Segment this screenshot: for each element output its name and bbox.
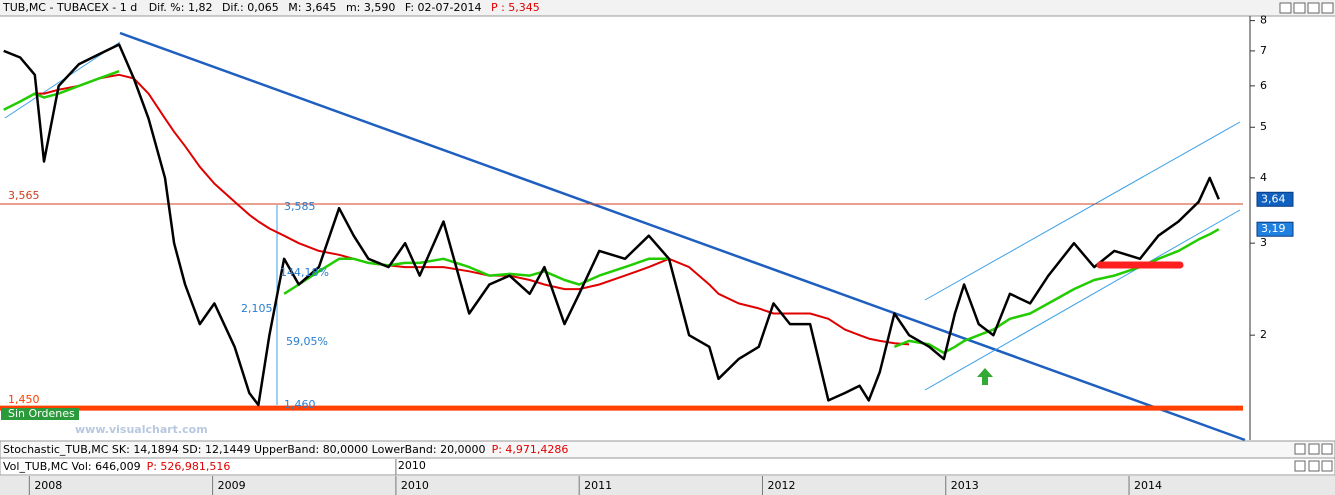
- level-label: 1,450: [8, 393, 40, 406]
- stochastic-p: P: 4,971,4286: [492, 443, 569, 456]
- stochastic-label: Stochastic_TUB,MC SK: 14,1894 SD: 12,144…: [3, 443, 486, 456]
- signal-arrow: [977, 368, 993, 385]
- x-tick-label: 2009: [218, 479, 246, 492]
- button[interactable]: [1294, 443, 1306, 455]
- y-tick-label: 5: [1260, 120, 1267, 133]
- status-box: [1, 408, 79, 420]
- price-badge: [1256, 191, 1294, 207]
- y-tick-label: 2: [1260, 328, 1267, 341]
- price-badge-label: 3,19: [1261, 222, 1286, 235]
- x-tick-label: 2010: [401, 479, 429, 492]
- button[interactable]: [1308, 460, 1320, 472]
- series-line: [3, 43, 1220, 407]
- y-tick-label: 4: [1260, 171, 1267, 184]
- stat: m: 3,590: [346, 1, 395, 14]
- series-line: [34, 73, 910, 346]
- level-label: 3,565: [8, 189, 40, 202]
- button[interactable]: [1321, 460, 1333, 472]
- price-badge-label: 3,64: [1261, 192, 1286, 205]
- x-axis-panel: [0, 476, 1335, 495]
- annotation: 3,585: [284, 200, 316, 213]
- button[interactable]: [1293, 2, 1306, 14]
- annotation: 144,18%: [280, 266, 329, 279]
- status-text: Sin Ordenes: [8, 407, 75, 420]
- stat: Dif.: 0,065: [222, 1, 279, 14]
- x-tick-label: 2010: [398, 459, 426, 472]
- channel-line: [924, 209, 1241, 391]
- button[interactable]: [1321, 443, 1333, 455]
- x-tick-label: 2013: [951, 479, 979, 492]
- stat: F: 02-07-2014: [405, 1, 482, 14]
- y-tick-label: 6: [1260, 79, 1267, 92]
- button[interactable]: [1321, 2, 1334, 14]
- button[interactable]: [1294, 460, 1306, 472]
- y-tick-label: 3: [1260, 236, 1267, 249]
- price-badge: [1256, 221, 1294, 237]
- header-bar: [0, 0, 1335, 16]
- button[interactable]: [1307, 2, 1320, 14]
- watermark: www.visualchart.com: [75, 423, 208, 436]
- stat: Dif. %: 1,82: [149, 1, 213, 14]
- volume-label: Vol_TUB,MC Vol: 646,009: [3, 460, 141, 473]
- title: TUB,MC - TUBACEX - 1 d: [2, 1, 137, 14]
- button[interactable]: [1308, 443, 1320, 455]
- volume-text: Vol_TUB,MC Vol: 646,009 P: 526,981,516: [3, 460, 230, 473]
- annotation: 1,460: [284, 398, 316, 411]
- trend-line: [119, 31, 1246, 442]
- volume-panel: [0, 457, 1335, 476]
- y-tick-label: 7: [1260, 44, 1267, 57]
- x-tick-label: 2014: [1134, 479, 1162, 492]
- stat-p: P : 5,345: [491, 1, 540, 14]
- channel-line: [924, 121, 1241, 301]
- button[interactable]: [1279, 2, 1292, 14]
- window-buttons[interactable]: [1279, 2, 1334, 14]
- annotation: 59,05%: [286, 335, 328, 348]
- x-tick-label: 2012: [767, 479, 795, 492]
- y-tick-label: 8: [1260, 14, 1267, 27]
- header-text: TUB,MC - TUBACEX - 1 d Dif. %: 1,82 Dif.…: [2, 1, 540, 14]
- x-tick-label: 2011: [584, 479, 612, 492]
- volume-p: P: 526,981,516: [147, 460, 231, 473]
- stochastic-text: Stochastic_TUB,MC SK: 14,1894 SD: 12,144…: [3, 443, 568, 456]
- stat: M: 3,645: [288, 1, 336, 14]
- annotation: 2,105: [241, 302, 273, 315]
- x-tick-label: 2008: [34, 479, 62, 492]
